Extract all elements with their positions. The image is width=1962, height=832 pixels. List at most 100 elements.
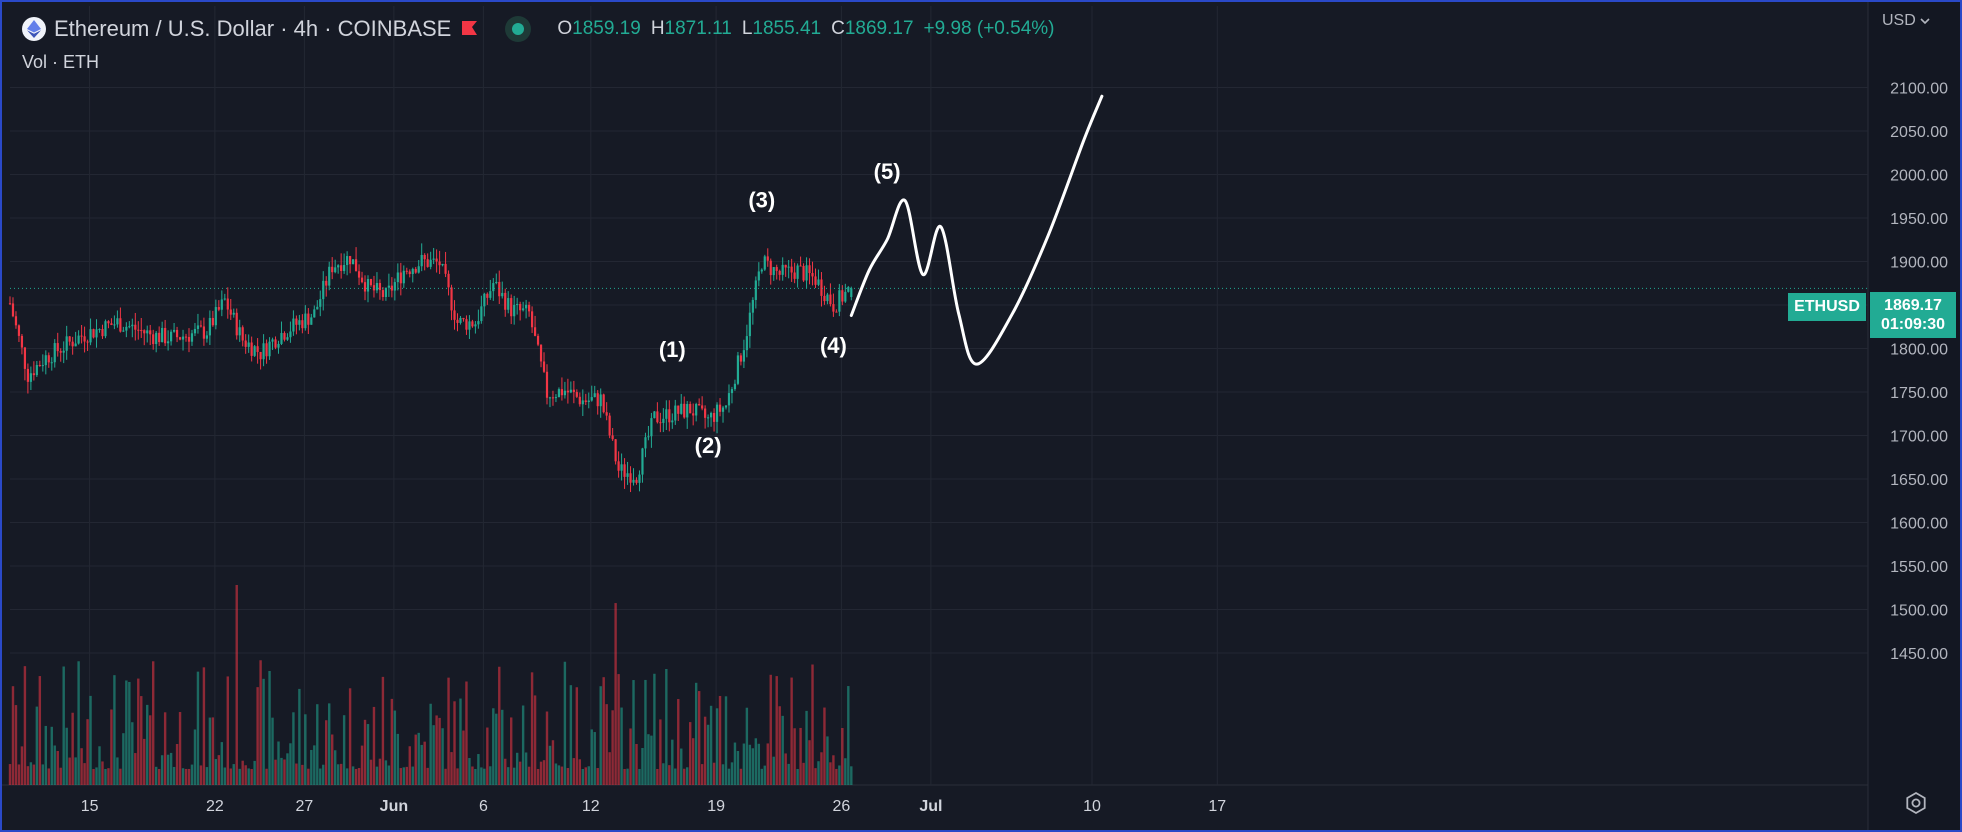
candle-body [671, 420, 674, 423]
symbol-title[interactable]: Ethereum / U.S. Dollar · 4h · COINBASE [54, 16, 452, 41]
candle [572, 380, 575, 404]
candle-body [632, 479, 635, 483]
candle-body [605, 412, 608, 416]
volume-label[interactable]: Vol · ETH [22, 52, 100, 72]
candle [575, 389, 578, 399]
volume-bar [26, 766, 30, 785]
candle-body [429, 259, 432, 267]
symbol-badge: ETHUSD [1788, 293, 1866, 321]
candle [152, 329, 155, 350]
volume-bar [387, 765, 391, 785]
volume-bar [393, 710, 397, 785]
candle [143, 329, 146, 346]
candle-body [680, 403, 683, 414]
volume-bar [847, 686, 850, 785]
volume-bar [766, 743, 769, 785]
candle [492, 278, 495, 301]
candle-body [202, 326, 206, 339]
price-tick-label: 2050.00 [1890, 124, 1948, 141]
volume-bar [268, 670, 271, 785]
candle-body [751, 299, 754, 313]
candle-body [280, 333, 283, 344]
candle-body [20, 335, 24, 348]
volume-bar [86, 719, 89, 785]
volume-bar [274, 759, 277, 785]
candle-body [125, 326, 128, 331]
candle [366, 275, 370, 303]
candle [489, 279, 492, 300]
candle [337, 264, 340, 274]
volume-bar [536, 768, 540, 785]
candle-body [354, 259, 358, 272]
candle-body [438, 261, 441, 266]
candle [155, 330, 158, 353]
volume-bar [253, 760, 256, 785]
candle [363, 275, 367, 301]
volume-bar [515, 752, 519, 785]
volume-bar [823, 707, 826, 785]
volume-bar [438, 717, 441, 785]
candle [271, 337, 274, 350]
candle [217, 300, 220, 312]
candle [551, 390, 555, 406]
volume-bar [489, 766, 492, 785]
volume-bar [527, 766, 531, 785]
candle-body [638, 474, 641, 483]
candle [250, 336, 253, 362]
candle-body [146, 330, 149, 334]
candle [471, 319, 474, 328]
currency-menu[interactable]: USD [1882, 12, 1930, 30]
candle [820, 272, 823, 307]
candle-body [590, 397, 593, 401]
candle-body [641, 448, 644, 475]
candle-body [701, 405, 704, 409]
volume-bar [262, 678, 265, 785]
flag-icon[interactable] [459, 19, 479, 39]
candle [590, 385, 593, 402]
candle-body [778, 270, 781, 275]
live-dot-icon [505, 16, 532, 42]
candle [134, 312, 137, 341]
volume-bar [668, 765, 671, 785]
candle [659, 412, 662, 433]
volume-bar [441, 728, 444, 785]
candle-body [799, 265, 802, 267]
candle-body [536, 335, 540, 345]
candle-body [286, 337, 289, 340]
volume-bar [333, 750, 337, 785]
candle [405, 267, 408, 275]
candle-body [686, 403, 689, 418]
volume-bar [229, 768, 232, 785]
candle [501, 281, 504, 299]
volume-bar [137, 678, 140, 785]
volume-bar [62, 666, 65, 785]
candle-body [784, 264, 787, 268]
candle [205, 331, 208, 343]
bar-countdown: 01:09:30 [1880, 316, 1946, 333]
settings-icon[interactable] [1904, 791, 1928, 815]
candle [772, 267, 775, 281]
volume-bar [596, 768, 599, 785]
candle-body [707, 417, 710, 419]
candle-body [346, 256, 349, 266]
volume-bar [14, 705, 18, 785]
last-price-badge: 1869.17 01:09:30 [1870, 292, 1956, 338]
volume-bar [384, 760, 388, 785]
volume-bar [620, 707, 623, 785]
candle [214, 299, 217, 330]
volume-bar [77, 661, 80, 785]
price-tick-label: 1550.00 [1890, 559, 1948, 576]
candle [647, 425, 650, 441]
candle-body [781, 264, 784, 275]
candle-body [656, 411, 659, 423]
candle [456, 313, 459, 332]
volume-bar [662, 763, 665, 785]
volume-bar [38, 676, 42, 785]
candle-body [513, 304, 516, 317]
candle-body [211, 317, 214, 326]
volume-bar [113, 675, 116, 785]
candle-body [137, 329, 140, 331]
volume-bar [471, 766, 474, 785]
candle [71, 336, 74, 355]
